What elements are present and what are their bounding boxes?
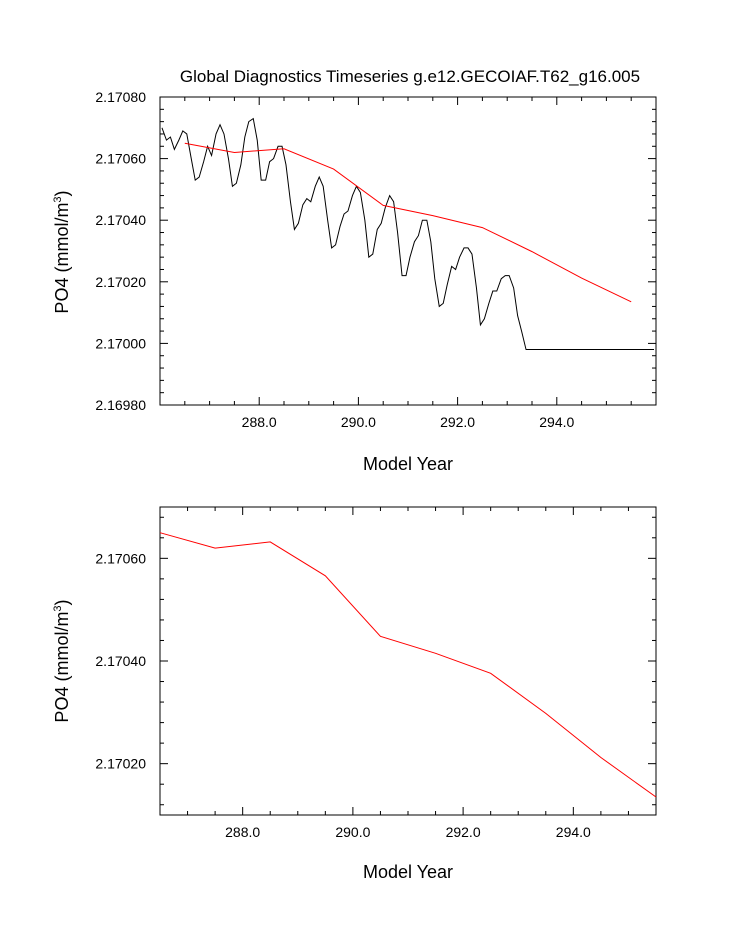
- x-axis-title-bottom: Model Year: [363, 862, 453, 882]
- y-tick-label: 2.17060: [95, 151, 146, 167]
- ticks-bottom: 288.0 290.0 292.0 294.0 2.17020 2.17040 2.1706…: [95, 507, 657, 840]
- y-tick-label: 2.17020: [95, 274, 146, 290]
- x-tick-label: 294.0: [556, 824, 591, 840]
- y-tick-label: 2.17000: [95, 335, 146, 351]
- series-line-annual: [159, 532, 657, 798]
- ticks-top: 288.0 290.0 292.0 294.0 2.16980 2.17000 2.1702…: [95, 89, 657, 430]
- x-axis-title-top: Model Year: [363, 454, 453, 474]
- x-tick-label: 288.0: [242, 414, 277, 430]
- series-line-annual: [184, 142, 632, 303]
- y-axis-title-bottom: PO4 (mmol/m3): [52, 599, 72, 722]
- y-tick-label: 2.17080: [95, 89, 146, 105]
- y-tick-label: 2.17060: [95, 550, 146, 566]
- y-tick-label: 2.17020: [95, 756, 146, 772]
- y-axis-title-top: PO4 (mmol/m3): [52, 190, 72, 313]
- y-tick-label: 2.17040: [95, 653, 146, 669]
- plot-frame-bottom: [159, 506, 657, 816]
- x-tick-label: 292.0: [440, 414, 475, 430]
- chart-top: Global Diagnostics Timeseries g.e12.GECO…: [52, 67, 657, 474]
- y-tick-label: 2.16980: [95, 397, 146, 413]
- series-line-monthly: [161, 117, 655, 351]
- x-tick-label: 288.0: [225, 824, 260, 840]
- series-bottom: [159, 532, 657, 798]
- x-tick-label: 292.0: [446, 824, 481, 840]
- x-tick-label: 290.0: [335, 824, 370, 840]
- plot-frame-top: [159, 96, 657, 406]
- x-tick-label: 290.0: [341, 414, 376, 430]
- chart-bottom: 288.0 290.0 292.0 294.0 2.17020 2.17040 2.1706…: [52, 506, 657, 882]
- y-tick-label: 2.17040: [95, 212, 146, 228]
- x-tick-label: 294.0: [539, 414, 574, 430]
- series-top: [161, 117, 655, 351]
- chart-title: Global Diagnostics Timeseries g.e12.GECO…: [180, 67, 640, 86]
